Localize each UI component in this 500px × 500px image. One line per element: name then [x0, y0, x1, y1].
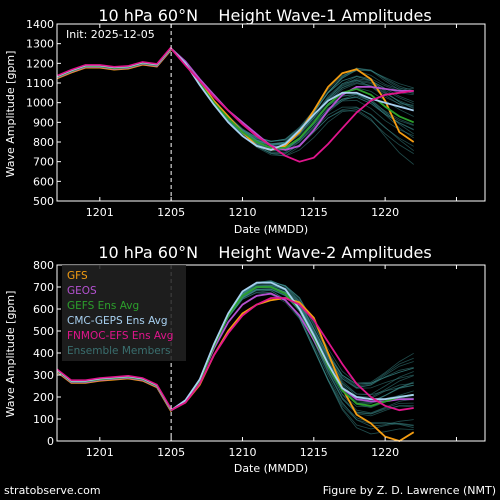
panel2-series-line: [170, 297, 414, 412]
panel2-title: 10 hPa 60°N Height Wave-2 Amplitudes: [98, 243, 431, 262]
panel1-ytick-label: 700: [33, 156, 54, 169]
panel1-ytick-label: 900: [33, 116, 54, 129]
panel1-xlabel: Date (MMDD): [234, 223, 308, 236]
panel1-plot: 500 600 700 800 900 1000 1100 1200 1300 1400 1201 1…: [26, 18, 486, 219]
panel2-xtick-label: 1201: [86, 446, 114, 459]
panel1-series-line: [170, 48, 414, 163]
panel1-xtick-label: 1210: [228, 206, 256, 219]
panel2-xtick-label: 1220: [371, 446, 399, 459]
panel1-ytick-label: 800: [33, 136, 54, 149]
panel2-ytick-label: 200: [33, 391, 54, 404]
legend-geos: GEOS: [67, 285, 97, 297]
panel1-ytick-label: 1400: [26, 18, 54, 31]
panel1-xtick-label: 1205: [157, 206, 185, 219]
panel2-ytick-label: 300: [33, 369, 54, 382]
panel1-series-line: [170, 47, 415, 149]
panel2-xtick-label: 1205: [157, 446, 185, 459]
panel2-ytick-label: 0: [47, 435, 54, 448]
panel1-ytick-label: 500: [33, 195, 54, 208]
legend-ensemble: Ensemble Members: [67, 345, 171, 357]
panel2-history-line: [56, 368, 172, 410]
panel2-xtick-label: 1215: [300, 446, 328, 459]
panel1-ytick-label: 600: [33, 175, 54, 188]
panel2-ytick-label: 700: [33, 281, 54, 294]
panel2-ytick-label: 500: [33, 325, 54, 338]
panel2-ytick-label: 600: [33, 303, 54, 316]
legend-fnmoc: FNMOC-EFS Ens Avg: [67, 330, 173, 342]
panel2-xlabel: Date (MMDD): [234, 462, 308, 475]
panel2-ytick-label: 100: [33, 413, 54, 426]
panel1-history-line: [56, 46, 172, 77]
panel2-xtick-label: 1210: [228, 446, 256, 459]
panel1-ytick-label: 1100: [26, 77, 54, 90]
panel1-xtick-label: 1215: [300, 206, 328, 219]
footer-left: stratobserve.com: [4, 484, 101, 497]
panel2-ytick-label: 800: [33, 259, 54, 272]
panel1-xtick-label: 1220: [371, 206, 399, 219]
panel1-init-annotation: Init: 2025-12-05: [66, 28, 155, 41]
panel1-title: 10 hPa 60°N Height Wave-1 Amplitudes: [98, 6, 431, 25]
panel1-series-line: [170, 47, 415, 151]
footer-right: Figure by Z. D. Lawrence (NMT): [323, 484, 496, 497]
panel1-ytick-label: 1000: [26, 97, 54, 110]
legend-cmc: CMC-GEPS Ens Avg: [67, 315, 168, 327]
panel1-ytick-label: 1300: [26, 38, 54, 51]
legend-gfs: GFS: [67, 270, 88, 282]
panel1-axes-frame: [56, 23, 486, 202]
panel1-ylabel: Wave Amplitude [gpm]: [4, 51, 17, 178]
panel2-plot: 0 100 200 300 400 500 600 700 800 1201 1205 1210 121…: [33, 259, 486, 459]
legend-gefs: GEFS Ens Avg: [67, 300, 139, 312]
panel2-ylabel: Wave Amplitude [gpm]: [4, 291, 17, 418]
panel2-ytick-label: 400: [33, 347, 54, 360]
panel1-xtick-label: 1201: [86, 206, 114, 219]
panel1-ytick-label: 1200: [26, 57, 54, 70]
panel1-series-line: [170, 47, 414, 151]
legend: GFS GEOS GEFS Ens Avg CMC-GEPS Ens Avg F…: [62, 265, 186, 361]
